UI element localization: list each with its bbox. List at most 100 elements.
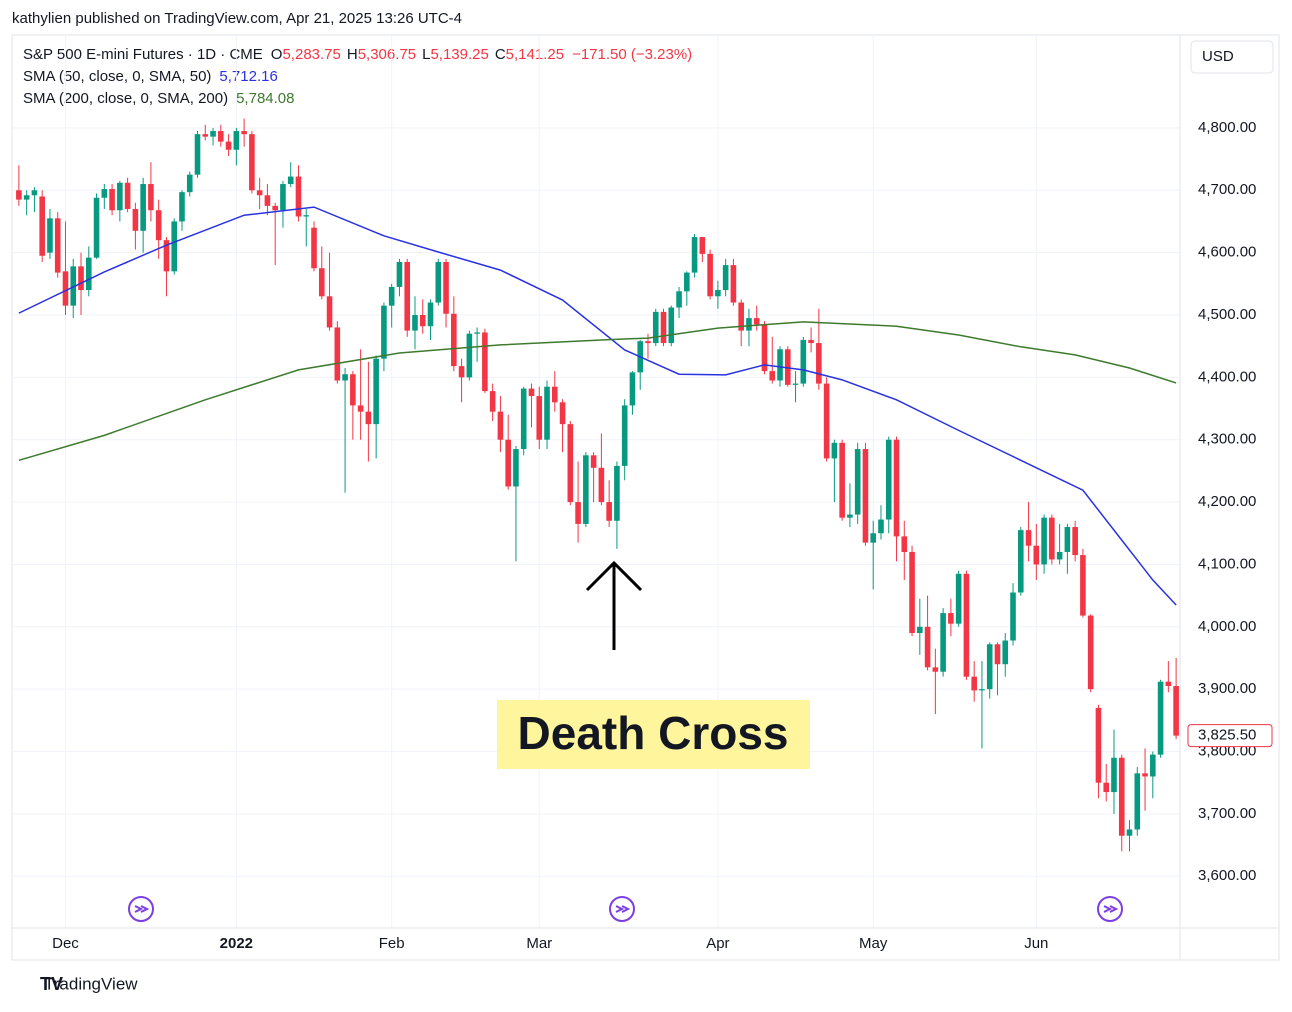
candle-body — [629, 372, 636, 406]
grid — [12, 35, 1279, 960]
candle-body — [528, 388, 535, 397]
candle-body — [800, 339, 807, 384]
candle-body — [1041, 517, 1047, 565]
candle-body — [792, 383, 799, 385]
candle-body — [1111, 757, 1117, 793]
candle-body — [1157, 681, 1164, 755]
candle-body — [1010, 592, 1016, 641]
candle-body — [186, 174, 193, 193]
candle-body — [761, 324, 768, 372]
candle-body — [474, 332, 480, 334]
candle-body — [1103, 782, 1110, 793]
event-markers — [128, 896, 1123, 922]
candle-body — [1025, 530, 1032, 546]
candle-body — [458, 366, 465, 378]
candle-body — [272, 205, 278, 211]
arrow — [585, 560, 643, 650]
candle-body — [839, 442, 845, 518]
candle-body — [54, 218, 61, 273]
candle-body — [668, 307, 675, 344]
event-marker[interactable] — [128, 896, 154, 922]
candle-body — [194, 134, 201, 175]
candle-body — [1173, 686, 1179, 736]
candle-body — [730, 265, 737, 303]
x-tick-label: Feb — [379, 935, 405, 952]
candle-body — [1064, 527, 1071, 552]
candle-body — [513, 449, 519, 487]
candle-body — [451, 313, 457, 367]
candle-body — [808, 339, 814, 344]
candle-body — [691, 237, 698, 273]
candle-body — [575, 502, 581, 524]
y-tick-label: 4,600.00 — [1198, 244, 1256, 261]
candle-body — [489, 391, 496, 412]
candle-body — [350, 374, 356, 406]
candle-body — [505, 439, 511, 487]
sma-line — [18, 321, 1177, 462]
candle-body — [497, 411, 504, 440]
candle-body — [746, 318, 752, 331]
candle-body — [614, 465, 620, 521]
candle-body — [948, 613, 954, 624]
footer: TradingView — [44, 974, 138, 993]
candle-body — [784, 349, 791, 385]
candle-body — [684, 272, 690, 292]
candle-body — [652, 311, 659, 344]
sma-line — [18, 206, 1177, 606]
currency-button[interactable] — [1190, 40, 1274, 74]
candle-body — [117, 182, 123, 211]
candle-body — [1072, 527, 1078, 556]
candle-body — [738, 302, 744, 331]
candle-body — [520, 388, 527, 450]
event-marker[interactable] — [609, 896, 635, 922]
candle-body — [233, 131, 240, 150]
candle-body — [1017, 530, 1024, 593]
last-price-box — [1187, 724, 1273, 748]
candle-body — [132, 208, 139, 231]
candle-body — [769, 371, 776, 381]
sma200-legend: SMA (200, close, 0, SMA, 200) 5,784.08 — [23, 90, 294, 107]
candle-body — [994, 644, 1001, 665]
candle-body — [1165, 681, 1172, 687]
candle-body — [567, 424, 574, 503]
x-tick-label: 2022 — [220, 935, 253, 952]
y-tick-label: 4,700.00 — [1198, 181, 1256, 198]
candle-body — [971, 676, 977, 691]
candle-body — [598, 467, 605, 503]
event-marker[interactable] — [1097, 896, 1123, 922]
candle-body — [715, 290, 721, 297]
candle-body — [171, 221, 178, 272]
candle-body — [249, 134, 255, 191]
candle-body — [303, 215, 310, 217]
candle-body — [940, 613, 946, 672]
candle-body — [466, 333, 473, 378]
candle-body — [847, 514, 853, 518]
candle-body — [583, 455, 589, 524]
candle-body — [93, 197, 100, 258]
logo: TV — [40, 974, 63, 994]
publisher: kathylien published on TradingView.com, … — [12, 10, 462, 27]
candle-body — [435, 261, 442, 303]
candle-body — [831, 442, 838, 459]
candle-body — [590, 455, 597, 468]
candle-body — [85, 257, 92, 291]
currency: USD — [1202, 48, 1234, 65]
candle-body — [1142, 773, 1148, 777]
candle-body — [1118, 757, 1125, 836]
candle-body — [280, 184, 286, 211]
candle-body — [816, 343, 822, 384]
candle-body — [1049, 517, 1055, 560]
candle-body — [722, 265, 729, 291]
candle-body — [676, 291, 682, 308]
y-tick-label: 4,800.00 — [1198, 119, 1256, 136]
candle-body — [1150, 754, 1156, 777]
candle-body — [16, 190, 22, 200]
candle-body — [202, 134, 209, 137]
candle-body — [381, 305, 387, 359]
candle-body — [1080, 555, 1086, 616]
candle-body — [963, 573, 970, 677]
candle-body — [924, 626, 931, 668]
y-tick-label: 4,000.00 — [1198, 618, 1256, 635]
x-tick-label: May — [859, 935, 888, 952]
